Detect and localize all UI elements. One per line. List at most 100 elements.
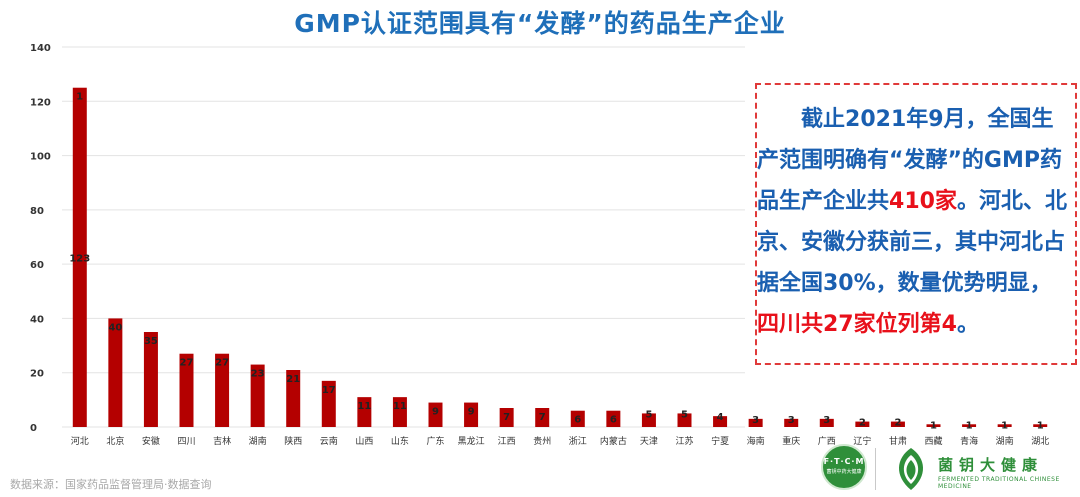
x-tick-label: 江苏 (675, 435, 693, 447)
bar-value-label: 27 (180, 358, 194, 369)
x-tick-label: 吉林 (213, 435, 231, 447)
y-tick-label: 20 (30, 369, 44, 380)
bar-value-label: 17 (322, 385, 336, 396)
x-tick-label: 黑龙江 (458, 435, 485, 447)
bar-value-label: 1 (930, 420, 937, 431)
bar (286, 370, 301, 427)
summary-part-2: 。河北、北京、安徽分获前三，其中河北占据全国30%，数量优势明显， (757, 189, 1067, 296)
leaf-logo-icon (898, 448, 924, 490)
bar (143, 332, 158, 427)
x-tick-label: 河北 (71, 435, 89, 447)
x-tick-label: 海南 (747, 435, 765, 447)
x-tick-label: 云南 (320, 435, 338, 447)
bar-value-label: 1 (1037, 420, 1044, 431)
bar-value-label: 1 (966, 420, 973, 431)
bar (997, 424, 1012, 427)
summary-part-1: 截止2021年9月，全国生产范围明确有“发酵”的GMP药品生产企业共 (757, 107, 1062, 214)
bar (641, 413, 656, 427)
bar (108, 318, 123, 427)
bar (321, 380, 336, 427)
bar (392, 397, 407, 427)
seal-abbr: F·T·C·M (823, 457, 865, 466)
bar-value-label: 27 (215, 358, 229, 369)
x-tick-label: 江西 (498, 436, 516, 447)
summary-highlight-total: 410家 (889, 189, 957, 214)
data-source-note: 数据来源：国家药品监督管理局·数据查询 (10, 478, 212, 491)
x-tick-label: 甘肃 (889, 435, 907, 447)
y-tick-label: 140 (30, 43, 51, 54)
x-tick-label: 广东 (426, 435, 444, 447)
x-tick-label: 湖南 (249, 435, 267, 447)
bar (215, 353, 230, 427)
bar (855, 421, 870, 427)
bar (926, 424, 941, 427)
logo-divider (875, 448, 876, 490)
y-tick-label: 100 (30, 152, 51, 163)
x-tick-label: 辽宁 (853, 435, 871, 447)
ftcm-seal-logo: F·T·C·M 菌钥中药大健康 (821, 444, 867, 490)
chart-title: GMP认证范围具有“发酵”的药品生产企业 (294, 9, 786, 38)
bar-value-label: 11 (357, 401, 371, 412)
y-tick-label: 0 (30, 423, 37, 434)
bar (713, 416, 728, 427)
bar (606, 410, 621, 427)
y-tick-label: 120 (30, 97, 51, 108)
bar-value-label: 35 (144, 336, 158, 347)
x-tick-label: 天津 (640, 436, 658, 447)
bar (819, 418, 834, 427)
bar (428, 402, 443, 427)
bar-mid-label: 123 (69, 253, 90, 264)
x-tick-label: 贵州 (533, 435, 551, 447)
bar-value-label: 1 (76, 92, 83, 103)
y-tick-label: 40 (30, 314, 44, 325)
bar-value-label: 9 (432, 407, 439, 418)
bars (72, 87, 1048, 427)
bar (748, 418, 763, 427)
x-tick-label: 重庆 (782, 435, 800, 447)
bar-value-label: 5 (645, 409, 652, 420)
x-tick-label: 山东 (391, 435, 409, 447)
bar-value-label: 3 (788, 415, 795, 426)
bar-value-label: 23 (251, 369, 265, 380)
summary-callout: 截止2021年9月，全国生产范围明确有“发酵”的GMP药品生产企业共410家。河… (755, 83, 1077, 365)
bar-value-label: 7 (539, 412, 546, 423)
bar (535, 408, 550, 427)
bar (464, 402, 479, 427)
bar (784, 418, 799, 427)
bar-value-label: 2 (859, 418, 866, 429)
bar (570, 410, 585, 427)
bar-value-label: 2 (894, 418, 901, 429)
bar-value-label: 21 (286, 374, 300, 385)
x-tick-label: 西藏 (924, 435, 942, 447)
bar-value-label: 6 (610, 415, 617, 426)
bar (357, 397, 372, 427)
x-tick-label: 内蒙古 (600, 435, 627, 447)
x-tick-label: 山西 (355, 436, 373, 447)
summary-highlight-sichuan: 四川共27家位列第4 (757, 312, 957, 337)
bar (72, 87, 87, 427)
x-tick-label: 青海 (960, 435, 978, 447)
x-tick-label: 四川 (177, 437, 195, 447)
x-tick-label: 宁夏 (711, 435, 729, 447)
summary-text: 截止2021年9月，全国生产范围明确有“发酵”的GMP药品生产企业共410家。河… (757, 99, 1071, 345)
bar-value-label: 1 (1001, 420, 1008, 431)
x-axis-ticks: 河北 北京 安徽 四川 吉林 湖南 陕西 云南 山西 山东 广东 黑龙江 江西 贵州 浙江 内蒙古 天津 江苏 宁夏… (71, 435, 1049, 447)
bar-value-label: 9 (468, 407, 475, 418)
x-tick-label: 湖北 (1031, 436, 1049, 447)
gridlines (62, 46, 745, 428)
x-tick-label: 湖南 (996, 435, 1014, 447)
y-axis-ticks: 0 20 40 60 80 100 120 140 (30, 43, 51, 434)
bar (250, 364, 265, 427)
bar (179, 353, 194, 427)
bar-value-label: 4 (717, 412, 724, 423)
x-tick-label: 浙江 (569, 435, 587, 447)
brand-english: FERMENTED TRADITIONAL CHINESE MEDICINE (938, 476, 1060, 490)
bar-value-label: 11 (393, 401, 407, 412)
x-tick-label: 北京 (106, 435, 124, 447)
bar-value-label: 5 (681, 409, 688, 420)
y-tick-label: 80 (30, 206, 44, 217)
x-tick-label: 广西 (818, 435, 836, 447)
bar (890, 421, 905, 427)
bar (677, 413, 692, 427)
